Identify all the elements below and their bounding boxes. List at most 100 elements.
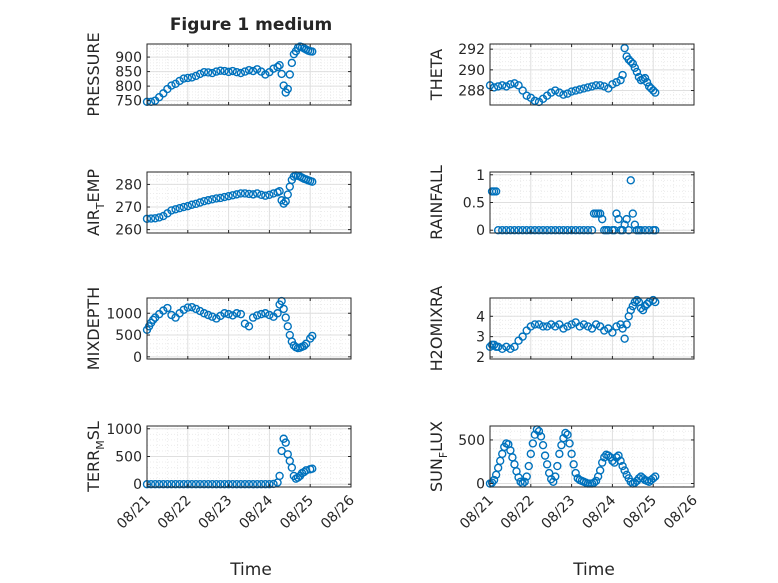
data-point — [163, 480, 172, 489]
data-point — [502, 82, 511, 91]
data-point — [510, 79, 519, 88]
data-point — [191, 199, 201, 209]
data-point — [642, 78, 652, 87]
data-point — [493, 226, 503, 235]
axes-box — [146, 297, 352, 360]
data-point — [179, 480, 188, 489]
data-point — [212, 480, 221, 489]
x-axis-label-left: Time — [229, 560, 272, 580]
y-tick-label: 1 — [476, 168, 485, 184]
data-point — [620, 466, 629, 475]
data-point — [228, 311, 237, 320]
y-tick-label: 0 — [133, 477, 142, 493]
axes-box — [146, 43, 352, 106]
data-point — [240, 480, 250, 489]
data-point — [283, 190, 292, 199]
data-point — [559, 324, 568, 333]
data-point — [212, 194, 221, 203]
data-point — [644, 297, 654, 307]
data-point — [644, 226, 654, 235]
data-point — [630, 63, 640, 72]
data-point — [167, 206, 176, 215]
data-point — [220, 192, 229, 202]
data-point — [563, 430, 572, 439]
data-point — [530, 226, 540, 235]
data-point — [569, 460, 578, 469]
data-point — [493, 82, 503, 91]
data-point — [514, 226, 523, 235]
y-tick-label: 0 — [476, 223, 485, 239]
y-tick-label: 270 — [115, 200, 142, 216]
data-point — [510, 226, 519, 235]
data-point — [526, 449, 535, 459]
data-point — [575, 226, 584, 235]
data-point — [195, 306, 205, 316]
data-point — [636, 226, 646, 235]
data-point — [275, 61, 284, 70]
data-point — [493, 342, 503, 351]
y-tick-label: 288 — [458, 84, 485, 100]
data-point — [175, 480, 184, 489]
data-point — [610, 226, 619, 235]
data-point — [199, 309, 209, 318]
y-tick-label: 0 — [133, 350, 142, 366]
data-point — [167, 480, 176, 489]
data-point — [524, 461, 533, 471]
data-point — [614, 214, 623, 224]
data-point — [587, 82, 597, 91]
data-point — [551, 86, 560, 95]
data-point — [183, 303, 193, 312]
data-point — [283, 322, 292, 331]
y-tick-label: 3 — [476, 330, 485, 346]
data-point — [491, 187, 501, 196]
data-point — [528, 439, 538, 448]
y-axis-label: AIRTEMP — [84, 169, 107, 236]
data-point — [248, 313, 258, 322]
data-point — [595, 466, 605, 475]
data-point — [244, 189, 254, 199]
data-point — [159, 480, 168, 489]
data-point — [640, 226, 650, 235]
data-point — [265, 190, 274, 200]
data-point — [555, 88, 564, 97]
data-point — [273, 309, 282, 318]
data-point — [228, 191, 237, 200]
data-point — [567, 449, 576, 459]
data-point — [232, 309, 241, 318]
data-point — [638, 306, 648, 315]
data-point — [622, 320, 631, 329]
data-point — [571, 468, 580, 478]
data-point — [236, 309, 246, 319]
data-point — [273, 62, 282, 72]
data-point — [651, 226, 660, 235]
data-point — [240, 189, 250, 198]
y-tick-label: 4 — [476, 309, 485, 325]
data-point — [277, 69, 286, 79]
data-point — [579, 84, 589, 93]
data-point — [571, 86, 580, 95]
data-point — [187, 73, 197, 82]
data-point — [536, 432, 546, 441]
y-tick-label: 292 — [458, 42, 485, 58]
data-point — [618, 226, 627, 235]
data-point — [608, 80, 617, 89]
data-point — [547, 320, 556, 329]
data-point — [651, 88, 660, 97]
data-point — [565, 439, 574, 448]
data-point — [171, 480, 180, 489]
data-point — [571, 226, 580, 235]
data-point — [299, 341, 309, 351]
data-point — [518, 332, 527, 341]
data-point — [547, 88, 556, 97]
data-point — [489, 83, 499, 92]
data-point — [287, 58, 297, 68]
data-point — [252, 65, 262, 74]
data-point — [559, 90, 568, 99]
y-axis-label: H2OMIXRA — [427, 286, 446, 372]
data-point — [642, 299, 652, 309]
y-axis-label: MIXDEPTH — [84, 287, 103, 370]
data-point — [489, 340, 499, 349]
data-point — [553, 461, 562, 471]
